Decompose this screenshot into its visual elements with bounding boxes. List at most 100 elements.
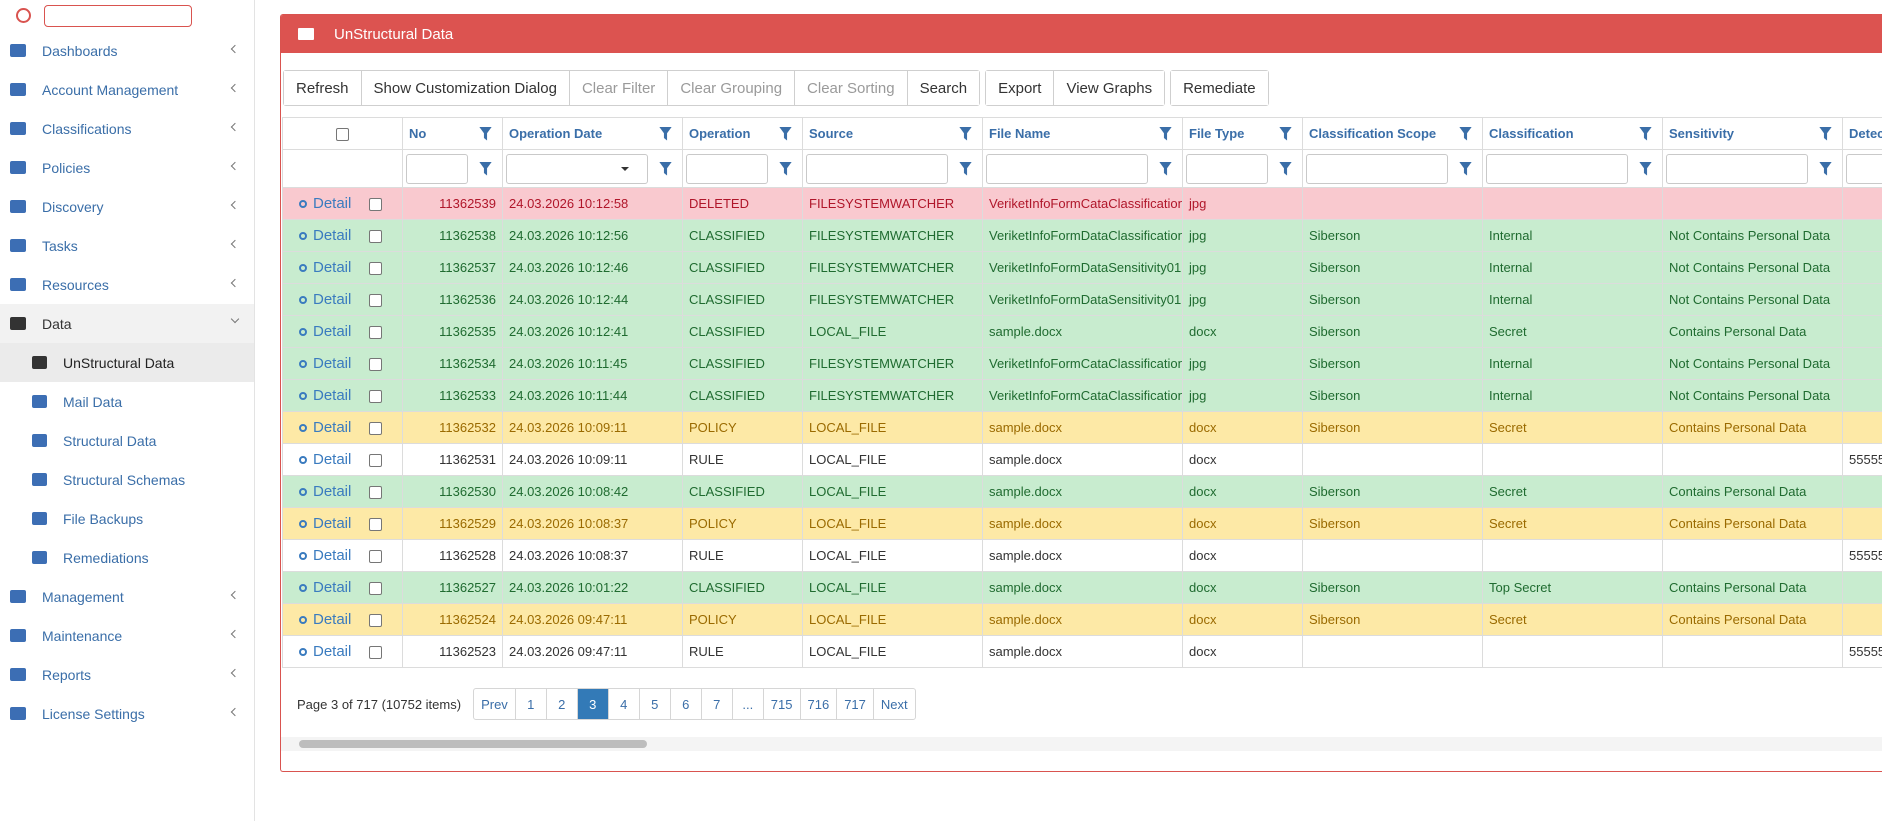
- toolbar-button[interactable]: Clear Sorting: [794, 71, 907, 105]
- filter-icon[interactable]: [1639, 161, 1652, 176]
- filter-icon[interactable]: [1639, 126, 1652, 141]
- menu-item[interactable]: Discovery: [0, 187, 254, 226]
- page-button[interactable]: Prev: [481, 696, 508, 712]
- page-button[interactable]: 6: [669, 689, 701, 719]
- row-checkbox[interactable]: [369, 453, 383, 467]
- row-checkbox[interactable]: [369, 197, 383, 211]
- menu-item[interactable]: Account Management: [0, 70, 254, 109]
- page-button[interactable]: Next: [872, 689, 915, 719]
- row-checkbox[interactable]: [369, 293, 383, 307]
- page-button[interactable]: 7: [700, 689, 732, 719]
- page-button[interactable]: 5: [638, 689, 670, 719]
- filter-input[interactable]: [686, 153, 768, 184]
- menu-item[interactable]: Classifications: [0, 109, 254, 148]
- toolbar-button[interactable]: Clear Grouping: [667, 71, 795, 105]
- filter-input[interactable]: [506, 153, 648, 184]
- detail-link[interactable]: Detail: [299, 579, 351, 596]
- page-button[interactable]: 715: [762, 689, 800, 719]
- detail-link[interactable]: Detail: [299, 387, 351, 404]
- page-button[interactable]: ...: [731, 689, 763, 719]
- row-checkbox[interactable]: [369, 229, 383, 243]
- detail-link[interactable]: Detail: [299, 355, 351, 372]
- column-header[interactable]: Classification Scope: [1302, 117, 1483, 150]
- menu-item[interactable]: File Backups: [0, 499, 254, 538]
- filter-icon[interactable]: [1159, 161, 1172, 176]
- page-button[interactable]: 4: [607, 689, 639, 719]
- select-all-checkbox[interactable]: [336, 128, 349, 142]
- filter-icon[interactable]: [1819, 126, 1832, 141]
- column-header[interactable]: File Type: [1182, 117, 1303, 150]
- page-button[interactable]: 716: [799, 689, 837, 719]
- filter-icon[interactable]: [1279, 161, 1292, 176]
- row-checkbox[interactable]: [369, 549, 383, 563]
- row-checkbox[interactable]: [369, 421, 383, 435]
- page-button[interactable]: 1: [514, 689, 546, 719]
- filter-icon[interactable]: [1459, 126, 1472, 141]
- filter-input[interactable]: [986, 153, 1148, 184]
- row-checkbox[interactable]: [369, 485, 383, 499]
- filter-icon[interactable]: [479, 126, 492, 141]
- menu-item[interactable]: Management: [0, 577, 254, 616]
- toolbar-button[interactable]: Show Customization Dialog: [360, 71, 569, 105]
- menu-item[interactable]: Data: [0, 304, 254, 343]
- toolbar-button[interactable]: Refresh: [284, 71, 361, 105]
- row-checkbox[interactable]: [369, 357, 383, 371]
- column-header[interactable]: File Name: [982, 117, 1183, 150]
- page-button[interactable]: 3: [576, 689, 608, 719]
- filter-icon[interactable]: [959, 126, 972, 141]
- menu-item[interactable]: Reports: [0, 655, 254, 694]
- filter-input[interactable]: [1666, 153, 1808, 184]
- page-button[interactable]: 717: [836, 689, 873, 719]
- filter-icon[interactable]: [1279, 126, 1292, 141]
- row-checkbox[interactable]: [369, 325, 383, 339]
- column-header[interactable]: No: [402, 117, 503, 150]
- column-header[interactable]: Detec: [1842, 117, 1882, 150]
- filter-icon[interactable]: [1159, 126, 1172, 141]
- column-header[interactable]: Sensitivity: [1662, 117, 1843, 150]
- search-input[interactable]: [44, 5, 192, 27]
- toolbar-button[interactable]: Remediate: [1171, 71, 1268, 105]
- toolbar-button[interactable]: View Graphs: [1053, 71, 1165, 105]
- detail-link[interactable]: Detail: [299, 323, 351, 340]
- toolbar-button[interactable]: Clear Filter: [568, 71, 668, 105]
- filter-icon[interactable]: [479, 161, 492, 176]
- menu-item[interactable]: UnStructural Data: [0, 343, 254, 382]
- column-header[interactable]: Classification: [1482, 117, 1663, 150]
- filter-icon[interactable]: [779, 126, 792, 141]
- detail-link[interactable]: Detail: [299, 227, 351, 244]
- filter-input[interactable]: [1846, 153, 1882, 184]
- menu-item[interactable]: Maintenance: [0, 616, 254, 655]
- detail-link[interactable]: Detail: [299, 483, 351, 500]
- detail-link[interactable]: Detail: [299, 611, 351, 628]
- detail-link[interactable]: Detail: [299, 419, 351, 436]
- toolbar-button[interactable]: Export: [986, 71, 1054, 105]
- column-header[interactable]: Operation: [682, 117, 803, 150]
- filter-input[interactable]: [1186, 153, 1268, 184]
- page-button[interactable]: 2: [545, 689, 577, 719]
- menu-item[interactable]: Dashboards: [0, 31, 254, 70]
- detail-link[interactable]: Detail: [299, 547, 351, 564]
- row-checkbox[interactable]: [369, 581, 383, 595]
- menu-item[interactable]: Tasks: [0, 226, 254, 265]
- filter-input[interactable]: [1306, 153, 1448, 184]
- column-header[interactable]: Operation Date: [502, 117, 683, 150]
- menu-item[interactable]: Remediations: [0, 538, 254, 577]
- detail-link[interactable]: Detail: [299, 259, 351, 276]
- menu-item[interactable]: Structural Data: [0, 421, 254, 460]
- column-header[interactable]: Source: [802, 117, 983, 150]
- toolbar-button[interactable]: Search: [906, 71, 980, 105]
- row-checkbox[interactable]: [369, 645, 383, 659]
- detail-link[interactable]: Detail: [299, 515, 351, 532]
- menu-item[interactable]: Structural Schemas: [0, 460, 254, 499]
- row-checkbox[interactable]: [369, 613, 383, 627]
- menu-item[interactable]: Resources: [0, 265, 254, 304]
- filter-icon[interactable]: [659, 126, 672, 141]
- menu-item[interactable]: Policies: [0, 148, 254, 187]
- row-checkbox[interactable]: [369, 389, 383, 403]
- menu-item[interactable]: Mail Data: [0, 382, 254, 421]
- detail-link[interactable]: Detail: [299, 643, 351, 660]
- filter-icon[interactable]: [779, 161, 792, 176]
- row-checkbox[interactable]: [369, 261, 383, 275]
- detail-link[interactable]: Detail: [299, 195, 351, 212]
- filter-icon[interactable]: [1459, 161, 1472, 176]
